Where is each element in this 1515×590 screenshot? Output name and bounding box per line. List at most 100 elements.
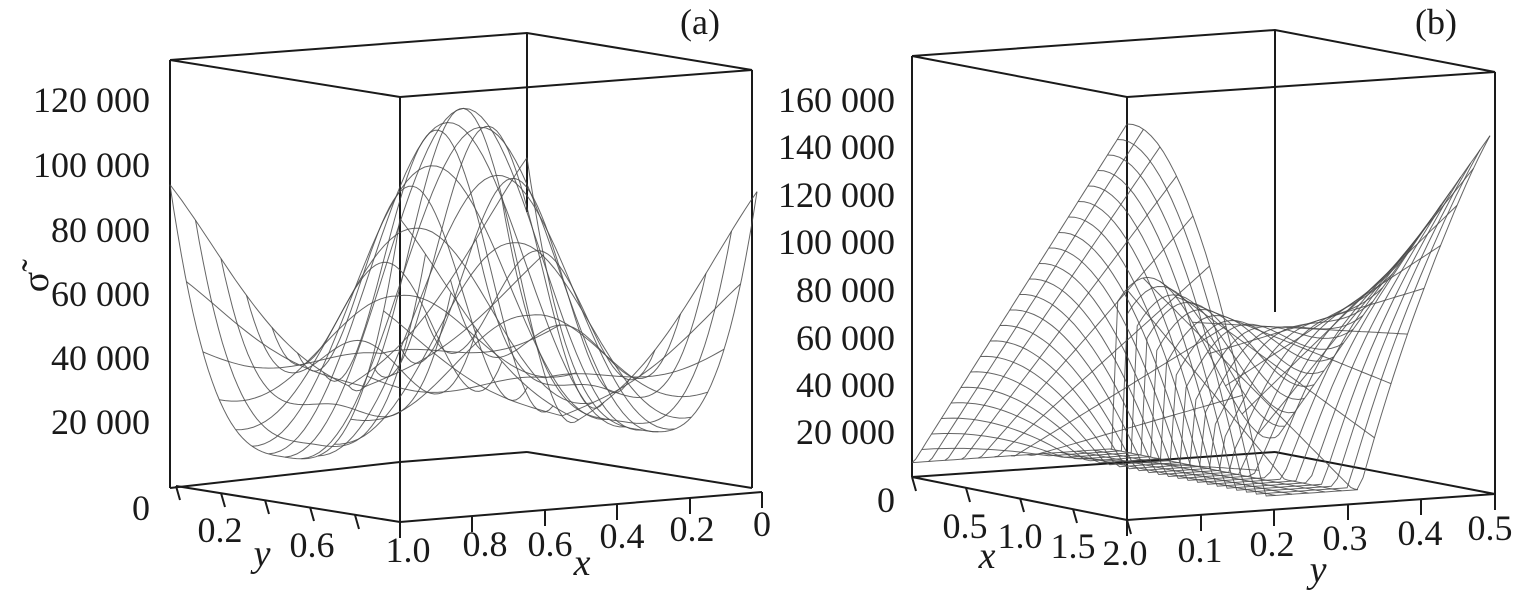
panel-a-ztick-0: 0	[132, 488, 150, 528]
panel-b-ztick-140000: 140 000	[778, 127, 895, 167]
panel-a-ytick-mark-2	[264, 499, 270, 515]
panel-a-zlabel: σ̃	[15, 259, 57, 292]
panel-a-ytick-mark-4	[354, 514, 360, 530]
panel-a-mesh-line-u-1	[195, 220, 426, 448]
panel-b-ytick-0.4: 0.4	[1398, 513, 1443, 553]
panel-b-xtick-2.0: 2.0	[1103, 533, 1148, 573]
panel-a-mesh-line-v-11	[350, 314, 708, 421]
panel-a-label: (a)	[680, 2, 720, 42]
panel-b-ztick-0: 0	[877, 480, 895, 520]
panel-a-ytick-0.6: 0.6	[290, 525, 335, 565]
panel-b-ztick-20000: 20 000	[796, 412, 895, 452]
panel-b: (b) 160 000 140 000 120 000 100 000 80 0…	[778, 2, 1513, 590]
panel-a-ztick-100000: 100 000	[33, 145, 150, 185]
panel-b-mesh-line-u-19	[1097, 170, 1462, 491]
panel-a-mesh-line-v-13	[383, 283, 741, 417]
panel-b-ylabel: y	[1306, 549, 1327, 590]
panel-b-ytick-0.5: 0.5	[1468, 508, 1513, 548]
panel-b-mesh-line-u-12	[1029, 273, 1393, 478]
panel-a-ztick-80000: 80 000	[51, 210, 150, 250]
panel-b-mesh-line-v-3	[961, 175, 1177, 460]
panel-a-ylabel: y	[250, 533, 271, 575]
panel-b-mesh-line-v-16	[1175, 296, 1392, 385]
panel-b-mesh-line-u-13	[1038, 259, 1403, 479]
panel-b-mesh-line-u-21	[1117, 139, 1481, 495]
panel-b-xtick-mark-2	[1019, 497, 1025, 513]
panel-b-ztick-100000: 100 000	[778, 222, 895, 262]
panel-b-ytick-0.1: 0.1	[1178, 530, 1223, 570]
panel-b-mesh-line-v-15	[1159, 280, 1375, 439]
panel-a-mesh-line-u-9	[399, 177, 630, 394]
panel-a-xtick-0.4: 0.4	[600, 516, 645, 556]
panel-b-mesh-line-v-21	[1258, 168, 1474, 434]
panel-a-mesh-line-u-5	[297, 185, 528, 402]
panel-a-ytick-mark-3	[309, 506, 315, 522]
panel-b-ztick-120000: 120 000	[778, 175, 895, 215]
panel-a-mesh-line-u-11	[450, 279, 681, 380]
panel-b-xtick-0.5: 0.5	[943, 506, 988, 546]
panel-b-mesh-line-v-0	[911, 123, 1128, 463]
panel-a-mesh-line-u-4	[271, 261, 503, 392]
panel-b-ztick-40000: 40 000	[796, 365, 895, 405]
panel-b-ztick-160000: 160 000	[778, 80, 895, 120]
panel-b-mesh-line-v-22	[1274, 135, 1491, 439]
panel-a-ztick-20000: 20 000	[51, 402, 150, 442]
panel-b-xtick-1.0: 1.0	[998, 516, 1043, 556]
panel-b-mesh-line-u-20	[1107, 154, 1471, 493]
panel-a-mesh-line-u-12	[475, 239, 707, 399]
panel-b-mesh-line-u-4	[951, 308, 1315, 462]
panel-b-xtick-mark-0	[911, 476, 917, 492]
panel-a-xlabel: x	[573, 542, 591, 584]
panel-a-mesh-line-v-10	[334, 242, 692, 445]
panel-b-xlabel: x	[978, 535, 996, 577]
panel-a-mesh-line-u-10	[424, 250, 656, 381]
panel-b-surface-mesh	[911, 123, 1491, 497]
panel-b-mesh-line-v-20	[1241, 205, 1458, 415]
panel-b-ztick-60000: 60 000	[796, 318, 895, 358]
panel-a-box-base-back	[169, 461, 401, 489]
panel-a-ztick-60000: 60 000	[51, 274, 150, 314]
panel-b-box-base-back-right	[1274, 451, 1496, 495]
panel-a-mesh-line-u-3	[246, 295, 477, 395]
panel-a-xtick-1.0: 1.0	[386, 530, 431, 570]
panel-a-xtick-0.2: 0.2	[670, 509, 715, 549]
panel-b-label: (b)	[1415, 2, 1457, 42]
panel-a-mesh-line-u-13	[501, 197, 732, 424]
panel-b-mesh-line-u-17	[1078, 201, 1442, 487]
panel-b-ztick-80000: 80 000	[796, 270, 895, 310]
panel-a-mesh-line-u-14	[526, 157, 758, 433]
panel-b-mesh-line-v-1	[928, 129, 1144, 462]
panel-b-mesh-line-v-14	[1142, 277, 1359, 491]
panel-b-box-top	[911, 28, 1496, 99]
panel-b-xtick-1.5: 1.5	[1051, 526, 1096, 566]
panel-a-xtick-0: 0	[753, 504, 771, 544]
panel-a-ytick-mark-0	[175, 485, 181, 501]
panel-a-mesh-line-v-12	[366, 348, 725, 393]
panel-b-xtick-mark-3	[1072, 508, 1078, 524]
panel-a-ztick-120000: 120 000	[33, 80, 150, 120]
panel-b-mesh-line-u-18	[1087, 185, 1452, 489]
panel-b-xtick-mark-1	[965, 487, 971, 503]
panel-b-mesh-line-u-16	[1068, 216, 1432, 485]
panel-b-mesh-line-u-15	[1058, 232, 1422, 483]
panel-b-mesh-line-v-18	[1208, 287, 1425, 355]
panel-a-xtick-0.6: 0.6	[528, 524, 573, 564]
panel-b-mesh-line-u-22	[1126, 123, 1491, 497]
panel-a-mesh-line-u-2	[220, 258, 452, 418]
panel-b-mesh-line-v-12	[1109, 448, 1326, 493]
panel-b-mesh-line-u-14	[1048, 245, 1413, 481]
panel-a-ztick-40000: 40 000	[51, 338, 150, 378]
panel-b-mesh-line-u-11	[1019, 287, 1383, 476]
panel-b-ytick-0.3: 0.3	[1323, 518, 1368, 558]
panel-b-mesh-line-v-11	[1093, 449, 1309, 494]
panel-a-xtick-0.8: 0.8	[463, 524, 508, 564]
panel-a-box-base-back-right	[526, 451, 753, 489]
panel-a-mesh-line-v-14	[399, 191, 758, 421]
panel-a-mesh-line-u-6	[322, 129, 554, 413]
panel-a-mesh-line-u-0	[169, 184, 401, 460]
panel-b-ytick-0.2: 0.2	[1250, 524, 1295, 564]
panel-b-mesh-line-v-19	[1225, 245, 1441, 387]
panel-a-ytick-0.2: 0.2	[198, 510, 243, 550]
